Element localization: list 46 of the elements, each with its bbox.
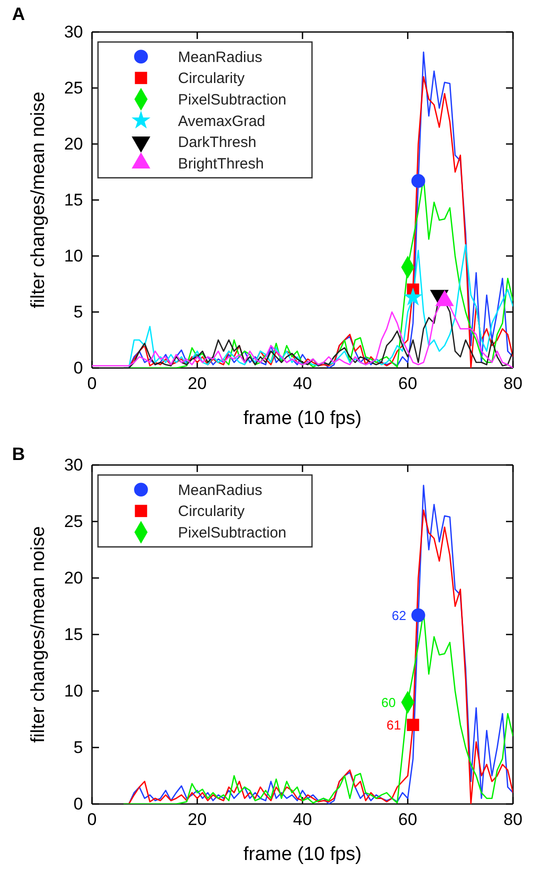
y-tick-label: 25 bbox=[64, 78, 83, 98]
y-tick-label: 10 bbox=[64, 681, 83, 700]
x-tick-label: 60 bbox=[398, 374, 418, 394]
x-tick-label: 80 bbox=[504, 374, 522, 394]
y-tick-label: 25 bbox=[64, 512, 83, 531]
x-tick-label: 40 bbox=[293, 374, 312, 394]
x-tick-label: 20 bbox=[188, 810, 207, 830]
legend-label: PixelSubtraction bbox=[178, 524, 286, 542]
point bbox=[404, 288, 422, 306]
y-tick-label: 5 bbox=[74, 302, 83, 322]
point bbox=[406, 718, 420, 732]
legend-label: Circularity bbox=[178, 503, 246, 520]
y-axis-title: filter changes/mean noise bbox=[28, 92, 49, 308]
y-tick-label: 30 bbox=[64, 455, 83, 474]
chart-title: A bbox=[12, 4, 25, 24]
x-tick-label: 0 bbox=[87, 810, 97, 830]
x-tick-label: 80 bbox=[504, 810, 522, 830]
y-tick-label: 10 bbox=[64, 246, 83, 266]
point bbox=[411, 174, 426, 188]
y-tick-label: 20 bbox=[64, 568, 83, 588]
legend-label: BrightThresh bbox=[178, 155, 264, 172]
x-tick-label: 60 bbox=[398, 810, 418, 830]
y-axis-title: filter changes/mean noise bbox=[28, 526, 49, 743]
legend-label: AvemaxGrad bbox=[178, 112, 266, 130]
y-tick-label: 15 bbox=[64, 190, 83, 210]
y-tick-label: 30 bbox=[64, 22, 83, 42]
point bbox=[411, 608, 426, 622]
y-tick-label: 0 bbox=[74, 358, 83, 378]
legend-label: MeanRadius bbox=[178, 482, 262, 499]
x-axis-title: frame (10 fps) bbox=[243, 844, 362, 865]
chart-title: B bbox=[12, 444, 25, 464]
x-tick-label: 0 bbox=[87, 374, 97, 394]
x-axis-title: frame (10 fps) bbox=[243, 408, 362, 429]
annotation: 61 bbox=[386, 717, 402, 732]
y-tick-label: 0 bbox=[74, 794, 83, 814]
legend-label: PixelSubtraction bbox=[178, 92, 286, 108]
legend-label: DarkThresh bbox=[178, 134, 256, 152]
annotation: 60 bbox=[381, 694, 396, 710]
y-tick-label: 15 bbox=[64, 624, 83, 644]
annotation: 62 bbox=[392, 608, 406, 623]
legend-label: Circularity bbox=[178, 70, 246, 88]
legend-label: MeanRadius bbox=[178, 48, 262, 66]
x-tick-label: 20 bbox=[188, 374, 207, 394]
y-tick-label: 5 bbox=[74, 738, 83, 757]
y-tick-label: 20 bbox=[64, 134, 83, 154]
x-tick-label: 40 bbox=[293, 810, 312, 830]
